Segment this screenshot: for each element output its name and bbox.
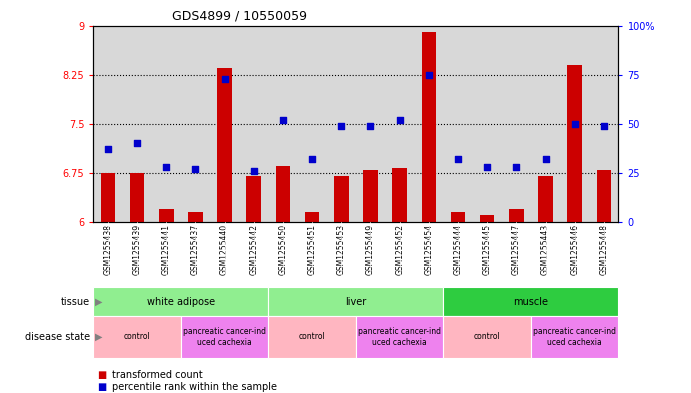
Point — [453, 156, 464, 162]
Point — [569, 121, 580, 127]
Text: GSM1255446: GSM1255446 — [570, 224, 579, 275]
Text: GSM1255447: GSM1255447 — [512, 224, 521, 275]
Bar — [130, 173, 144, 222]
Bar — [363, 170, 378, 222]
Text: control: control — [124, 332, 151, 342]
Bar — [247, 176, 261, 222]
Point — [424, 72, 435, 78]
Bar — [538, 176, 553, 222]
Point — [307, 156, 318, 162]
Point — [394, 117, 405, 123]
Bar — [422, 32, 436, 222]
Bar — [305, 212, 319, 222]
Text: ■: ■ — [97, 382, 106, 392]
Bar — [188, 212, 202, 222]
Point — [131, 140, 142, 147]
Text: pancreatic cancer-ind
uced cachexia: pancreatic cancer-ind uced cachexia — [183, 327, 266, 347]
Bar — [276, 166, 290, 222]
Point — [161, 164, 172, 170]
Text: liver: liver — [346, 297, 366, 307]
Bar — [392, 168, 407, 222]
Text: ▶: ▶ — [95, 297, 102, 307]
Text: GSM1255451: GSM1255451 — [307, 224, 316, 275]
Point — [336, 123, 347, 129]
Text: transformed count: transformed count — [112, 370, 202, 380]
Point — [102, 146, 113, 152]
Text: GSM1255437: GSM1255437 — [191, 224, 200, 275]
Text: GSM1255449: GSM1255449 — [366, 224, 375, 275]
Text: pancreatic cancer-ind
uced cachexia: pancreatic cancer-ind uced cachexia — [358, 327, 441, 347]
Text: white adipose: white adipose — [146, 297, 215, 307]
Text: control: control — [299, 332, 325, 342]
Text: muscle: muscle — [513, 297, 549, 307]
Text: ■: ■ — [97, 370, 106, 380]
Point — [598, 123, 609, 129]
Text: GDS4899 / 10550059: GDS4899 / 10550059 — [172, 10, 307, 23]
Text: GSM1255440: GSM1255440 — [220, 224, 229, 275]
Bar — [480, 215, 495, 222]
Text: disease state: disease state — [25, 332, 90, 342]
Point — [248, 168, 259, 174]
Text: pancreatic cancer-ind
uced cachexia: pancreatic cancer-ind uced cachexia — [533, 327, 616, 347]
Bar — [217, 68, 232, 222]
Text: GSM1255453: GSM1255453 — [337, 224, 346, 275]
Text: GSM1255450: GSM1255450 — [278, 224, 287, 275]
Point — [540, 156, 551, 162]
Text: control: control — [474, 332, 500, 342]
Text: tissue: tissue — [61, 297, 90, 307]
Bar — [451, 212, 465, 222]
Bar — [567, 65, 582, 222]
Bar — [334, 176, 348, 222]
Text: GSM1255448: GSM1255448 — [599, 224, 608, 275]
Text: GSM1255442: GSM1255442 — [249, 224, 258, 275]
Text: GSM1255444: GSM1255444 — [453, 224, 462, 275]
Point — [277, 117, 288, 123]
Bar — [509, 209, 524, 222]
Bar — [159, 209, 173, 222]
Bar — [101, 173, 115, 222]
Text: percentile rank within the sample: percentile rank within the sample — [112, 382, 277, 392]
Point — [365, 123, 376, 129]
Text: ▶: ▶ — [95, 332, 102, 342]
Text: GSM1255438: GSM1255438 — [104, 224, 113, 275]
Text: GSM1255454: GSM1255454 — [424, 224, 433, 275]
Bar — [596, 170, 611, 222]
Point — [511, 164, 522, 170]
Text: GSM1255445: GSM1255445 — [482, 224, 492, 275]
Point — [190, 166, 201, 172]
Text: GSM1255441: GSM1255441 — [162, 224, 171, 275]
Text: GSM1255452: GSM1255452 — [395, 224, 404, 275]
Point — [219, 75, 230, 82]
Text: GSM1255443: GSM1255443 — [541, 224, 550, 275]
Point — [482, 164, 493, 170]
Text: GSM1255439: GSM1255439 — [133, 224, 142, 275]
